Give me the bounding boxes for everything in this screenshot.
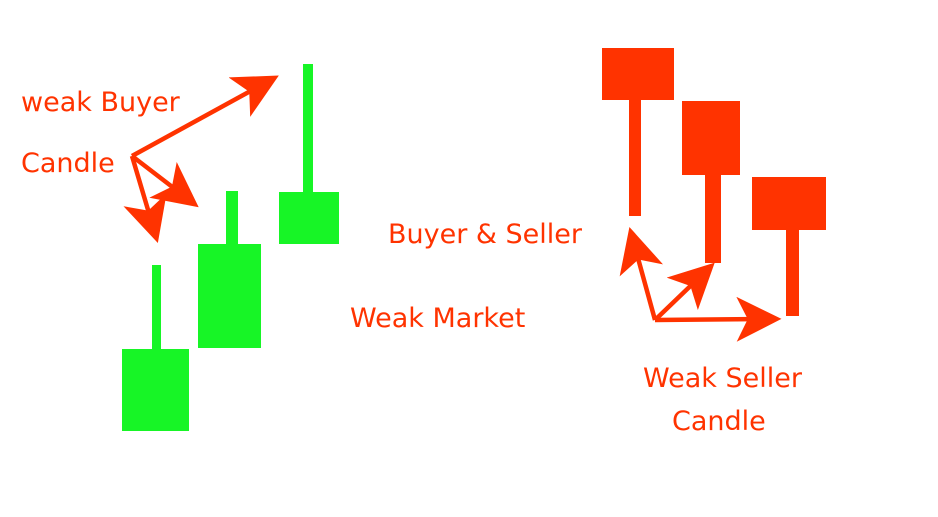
weak-seller-label-line2: Candle: [672, 406, 766, 437]
seller-candle-1-wick: [629, 98, 641, 216]
buyer-arrow-3: [123, 155, 167, 243]
buyer-candle-3-wick: [303, 64, 313, 194]
seller-candle-3-body: [752, 177, 826, 230]
weak-buyer-label-line1: weak Buyer: [21, 87, 180, 118]
seller-arrow-3: [654, 296, 782, 342]
weak-buyer-label-line2: Candle: [21, 148, 115, 179]
seller-arrow-2: [653, 262, 715, 322]
buyer-candle-1-wick: [152, 265, 161, 351]
buyer-candle-2-body: [198, 244, 261, 348]
seller-candle-2-body: [682, 101, 740, 175]
seller-candle-2-wick: [705, 173, 721, 263]
weak-market-label: Weak Market: [350, 303, 526, 334]
seller-arrow-1: [619, 226, 664, 321]
weak-seller-label-line1: Weak Seller: [643, 363, 802, 394]
buyer-arrow-1: [130, 75, 279, 158]
buyer-candle-2-wick: [226, 191, 238, 246]
buyer-arrow-2: [130, 154, 199, 208]
seller-candle-3-wick: [786, 228, 799, 316]
buyer-candle-1-body: [122, 349, 189, 431]
seller-candle-1-body: [602, 48, 674, 100]
buyer-candle-3-body: [279, 192, 339, 244]
buyer-seller-label: Buyer & Seller: [388, 219, 583, 250]
